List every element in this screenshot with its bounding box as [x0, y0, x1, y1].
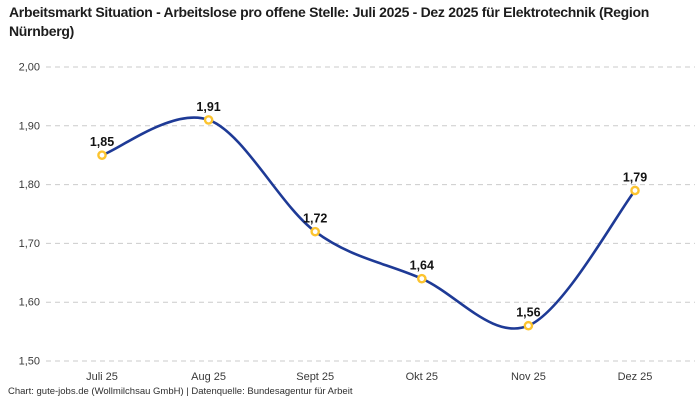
data-point-label: 1,79: [623, 170, 647, 184]
data-point-marker: [310, 226, 321, 237]
data-point-label: 1,64: [410, 259, 434, 273]
x-axis-tick-label: Juli 25: [86, 371, 118, 383]
x-axis-tick-label: Okt 25: [406, 371, 438, 383]
y-axis-tick-label: 1,90: [19, 120, 40, 132]
data-point-label: 1,85: [90, 135, 114, 149]
y-axis-tick-label: 1,60: [19, 297, 40, 309]
chart-title: Arbeitsmarkt Situation - Arbeitslose pro…: [9, 4, 649, 39]
data-point-marker: [416, 273, 427, 284]
data-point-marker: [97, 150, 107, 160]
y-axis-tick-label: 1,50: [19, 356, 40, 368]
x-axis-tick-label: Sept 25: [296, 371, 334, 383]
y-axis-tick-label: 1,80: [19, 179, 40, 191]
series-line: [100, 116, 637, 330]
data-point-label: 1,56: [516, 306, 540, 320]
data-point-label: 1,91: [196, 100, 220, 114]
y-axis-tick-label: 2,00: [19, 62, 40, 74]
attribution-footer: Chart: gute-jobs.de (Wollmilchsau GmbH) …: [8, 386, 353, 397]
data-point-marker: [630, 185, 640, 196]
data-point-marker: [523, 320, 534, 331]
data-point-marker: [203, 115, 214, 125]
x-axis-tick-label: Nov 25: [511, 371, 546, 383]
x-axis-tick-label: Aug 25: [191, 371, 226, 383]
data-point-label: 1,72: [303, 212, 327, 226]
y-axis-tick-label: 1,70: [19, 238, 40, 250]
x-axis-tick-label: Dez 25: [618, 371, 653, 383]
